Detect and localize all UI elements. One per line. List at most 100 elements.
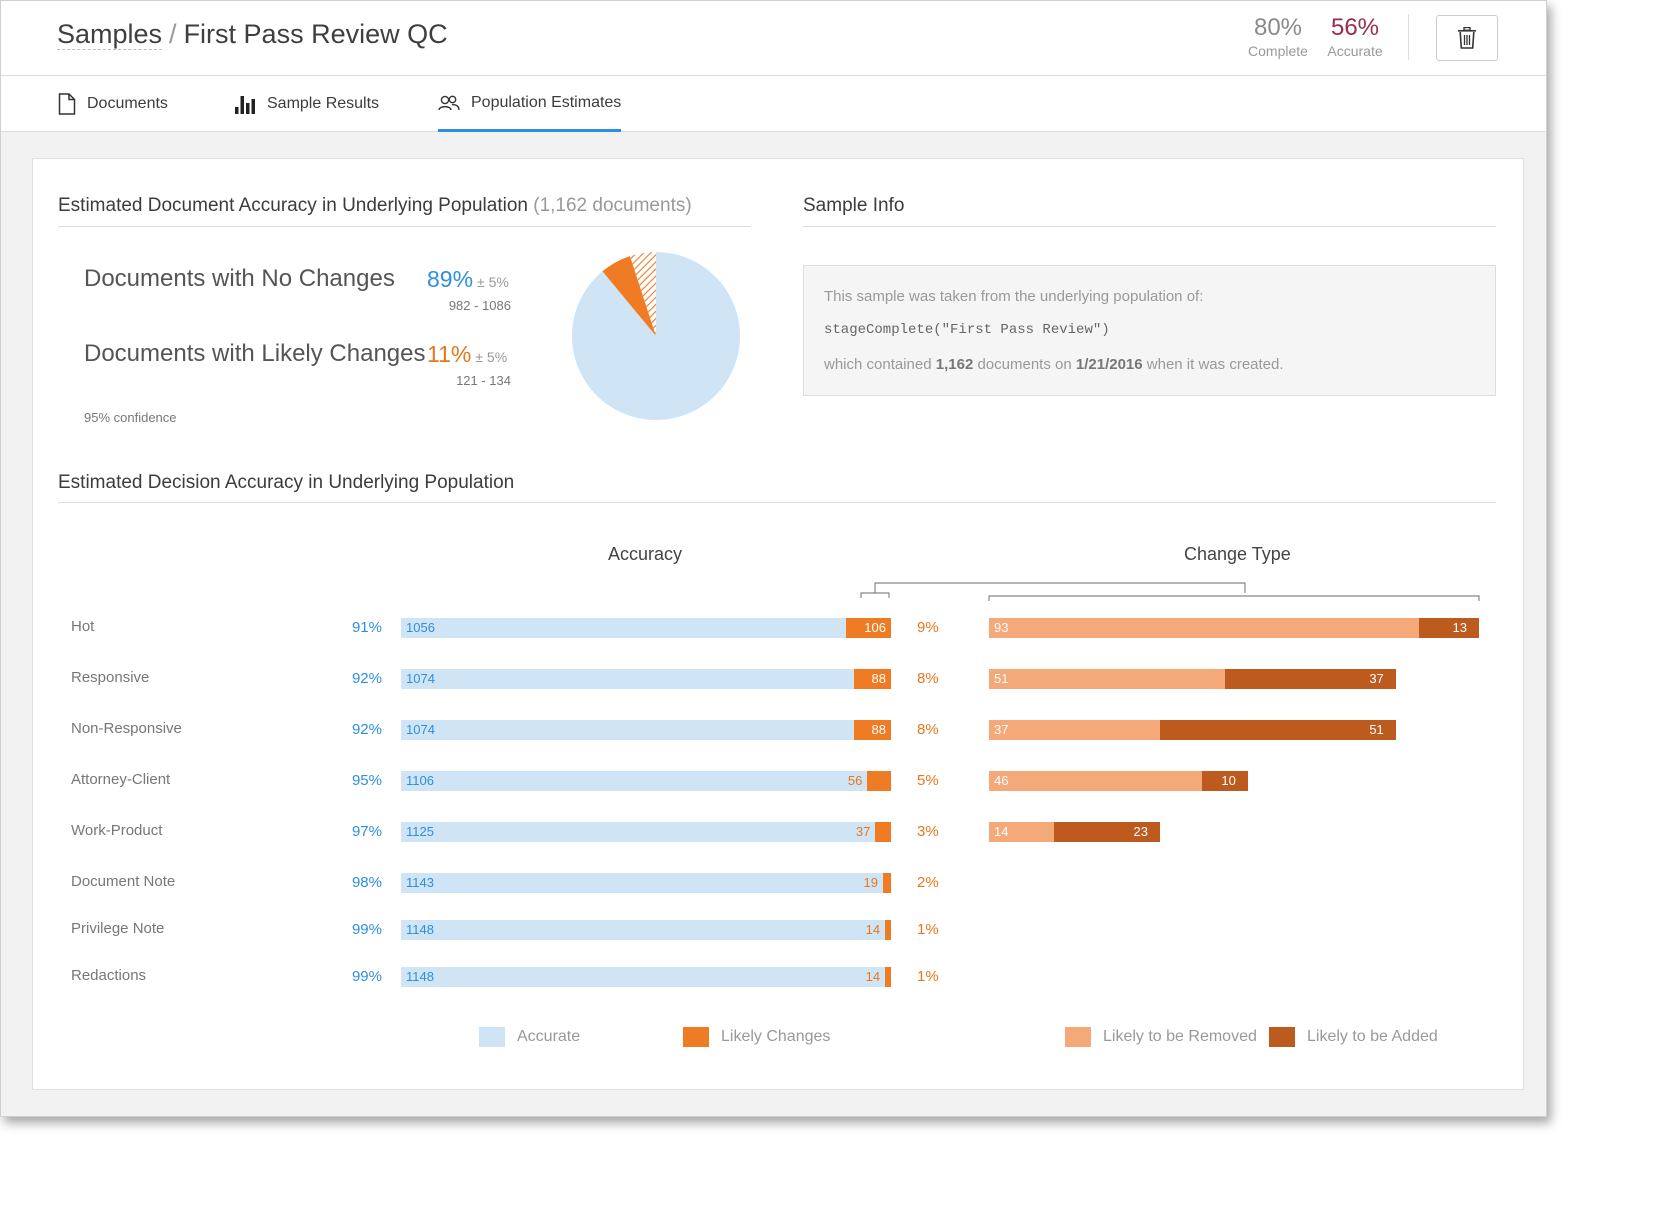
accuracy-pct: 98% [351, 874, 382, 891]
accuracy-pct: 95% [351, 772, 382, 789]
bar-accurate-value: 1125 [406, 824, 434, 839]
accuracy-heading: Accuracy [608, 544, 683, 564]
accurate-value: 56% [1330, 14, 1380, 41]
tab-population-estimates[interactable]: Population Estimates [438, 76, 622, 132]
bar-accurate-value: 1148 [406, 922, 434, 937]
pie-slice-margin [630, 252, 656, 336]
row-label: Privilege Note [71, 920, 165, 937]
change-type-bracket [860, 582, 1480, 601]
bar-removed [989, 669, 1225, 689]
bar-added-value: 51 [1369, 722, 1384, 737]
change-type-heading: Change Type [1184, 544, 1291, 564]
bar-removed-value: 93 [994, 620, 1009, 635]
page-header: Samples / First Pass Review QC 80% Complet… [1, 1, 1546, 76]
legend-likely-removed: Likely to be Removed [1065, 1027, 1257, 1047]
legend-likely-changes: Likely Changes [683, 1027, 830, 1047]
document-icon [58, 92, 76, 115]
row-label: Non-Responsive [71, 720, 182, 737]
bar-accurate-value: 1143 [406, 875, 434, 890]
legend-swatch [1065, 1027, 1091, 1047]
tab-population-estimates-label: Population Estimates [471, 93, 622, 111]
sample-info-box: This sample was taken from the underlyin… [803, 265, 1496, 396]
summary-mid: documents on [977, 356, 1072, 373]
bar-removed [989, 720, 1161, 740]
bar-change-value: 37 [855, 824, 871, 839]
pie-slice-likely-changes [602, 256, 656, 336]
doc-count-note: (1,162 documents) [533, 195, 692, 216]
decision-accuracy-title: Estimated Decision Accuracy in Underlyin… [58, 472, 515, 493]
change-pct: 8% [917, 721, 939, 738]
accuracy-pct: 92% [351, 670, 382, 687]
tab-documents[interactable]: Documents [58, 76, 168, 131]
bar-change [846, 618, 891, 638]
legend-swatch [1269, 1027, 1295, 1047]
accuracy-pct: 92% [351, 721, 382, 738]
bar-change-value: 88 [871, 671, 886, 686]
bar-change [853, 669, 891, 689]
bar-removed [989, 618, 1419, 638]
decision-accuracy-rule [58, 502, 1496, 503]
complete-stat: 80% Complete [1235, 13, 1321, 59]
likely-changes-range: 121 - 134 [456, 373, 511, 388]
likely-changes-estimate: 11% ± 5% [427, 341, 507, 368]
bar-change [882, 873, 891, 893]
bar-accurate-value: 1148 [406, 969, 434, 984]
bar-removed-value: 37 [994, 722, 1009, 737]
bar-added-value: 10 [1221, 773, 1236, 788]
legend-label: Likely Changes [721, 1028, 831, 1045]
bar-accurate [401, 873, 883, 893]
row-label: Hot [71, 618, 95, 635]
row-label: Redactions [71, 967, 147, 984]
delete-button[interactable] [1436, 15, 1498, 61]
no-changes-margin: ± 5% [477, 274, 509, 290]
header-divider [1408, 14, 1409, 60]
page-title: First Pass Review QC [183, 19, 448, 49]
bar-removed [989, 822, 1054, 842]
accurate-stat: 56% Accurate [1320, 13, 1390, 59]
bar-change [875, 822, 891, 842]
bar-change [885, 920, 891, 940]
bar-added [1160, 720, 1396, 740]
sample-info-title: Sample Info [803, 195, 905, 216]
legend-swatch [683, 1027, 709, 1047]
bar-change [867, 771, 891, 791]
bar-change [853, 720, 891, 740]
summary-count: 1,162 [935, 356, 974, 373]
legend-label: Likely to be Added [1307, 1028, 1438, 1045]
likely-changes-margin: ± 5% [475, 349, 508, 365]
bar-accurate-value: 1074 [406, 722, 435, 737]
bar-accurate-value: 1074 [406, 671, 435, 686]
no-changes-label: Documents with No Changes [84, 265, 395, 292]
sample-info-line: This sample was taken from the underlyin… [824, 288, 1204, 305]
bar-added [1053, 822, 1161, 842]
bar-accurate-value: 1056 [406, 620, 435, 635]
bar-accurate [401, 618, 847, 638]
tab-sample-results[interactable]: Sample Results [234, 76, 379, 131]
sample-info-summary: which contained 1,162 documents on 1/21/… [824, 356, 1284, 373]
bar-change-value: 106 [864, 620, 886, 635]
breadcrumb-samples-link[interactable]: Samples [57, 19, 163, 50]
legend-label: Likely to be Removed [1103, 1028, 1257, 1045]
accuracy-pct: 99% [351, 968, 382, 985]
bar-removed-value: 46 [994, 773, 1009, 788]
change-pct: 2% [917, 874, 939, 891]
change-pct: 9% [917, 619, 939, 636]
bar-accurate [401, 771, 868, 791]
summary-date: 1/21/2016 [1075, 356, 1143, 373]
bar-chart-icon [235, 95, 255, 114]
change-pct: 8% [917, 670, 939, 687]
app-window: Samples / First Pass Review QC 80% Complet… [0, 0, 1547, 1117]
bar-added-value: 23 [1133, 824, 1149, 839]
people-icon [438, 95, 460, 110]
trash-icon [1458, 27, 1476, 49]
breadcrumb-separator: / [169, 19, 177, 49]
bar-added [1418, 618, 1479, 638]
bar-change-value: 88 [871, 722, 886, 737]
bar-added [1224, 669, 1396, 689]
complete-value: 80% [1253, 14, 1303, 41]
bar-accurate [401, 822, 876, 842]
bar-change-value: 14 [865, 922, 881, 937]
legend-likely-added: Likely to be Added [1269, 1027, 1438, 1047]
change-pct: 3% [917, 823, 939, 840]
breadcrumb: Samples / First Pass Review QC [57, 19, 448, 50]
